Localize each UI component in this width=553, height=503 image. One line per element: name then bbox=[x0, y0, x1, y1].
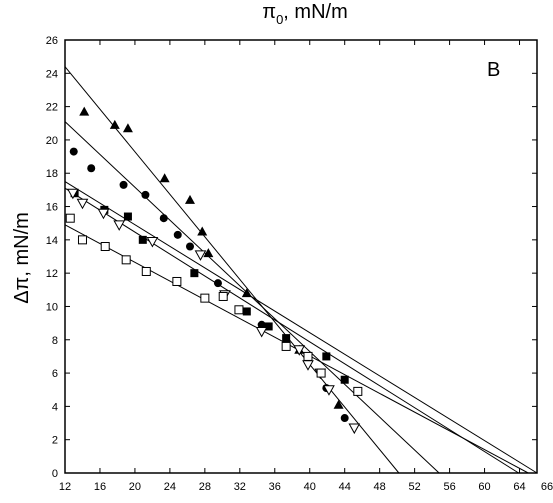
data-point bbox=[353, 386, 363, 396]
chart-title-sub: 0 bbox=[276, 12, 283, 27]
data-point bbox=[109, 119, 120, 129]
panel-label: B bbox=[487, 59, 500, 81]
x-tick-label: 24 bbox=[164, 481, 176, 493]
fit-line bbox=[64, 66, 400, 474]
data-point bbox=[302, 360, 314, 371]
x-tick-label: 16 bbox=[94, 481, 106, 493]
data-point bbox=[146, 237, 159, 248]
data-point bbox=[97, 208, 110, 220]
data-point bbox=[119, 180, 128, 189]
data-point bbox=[316, 368, 326, 378]
y-tick-label: 24 bbox=[46, 68, 58, 80]
data-point bbox=[281, 341, 291, 351]
y-tick-label: 14 bbox=[46, 235, 58, 247]
data-point bbox=[87, 164, 96, 173]
data-points bbox=[65, 106, 363, 435]
y-axis-label: Δπ, mN/m bbox=[11, 212, 33, 304]
data-point bbox=[241, 288, 252, 298]
data-point bbox=[184, 194, 195, 204]
y-tick-label: 12 bbox=[46, 268, 58, 280]
data-point bbox=[123, 212, 132, 221]
data-point bbox=[159, 214, 168, 223]
tick-labels: 12 16 20 24 28 32 36 40 44 48 52 56 60 64 660246810121… bbox=[46, 35, 553, 493]
data-point bbox=[159, 173, 170, 183]
data-point bbox=[172, 276, 182, 286]
data-point bbox=[113, 220, 126, 231]
x-tick-label: 66 bbox=[541, 481, 553, 493]
data-point bbox=[242, 307, 251, 316]
y-tick-label: 0 bbox=[52, 468, 58, 480]
x-tick-label: 64 bbox=[513, 481, 525, 493]
data-point bbox=[77, 235, 87, 245]
y-tick-label: 22 bbox=[46, 102, 58, 114]
data-point bbox=[348, 423, 361, 435]
data-point bbox=[65, 213, 75, 223]
x-tick-label: 56 bbox=[443, 481, 455, 493]
data-point bbox=[323, 385, 335, 396]
data-point bbox=[100, 242, 110, 252]
y-tick-label: 20 bbox=[46, 135, 58, 147]
data-point bbox=[213, 279, 222, 288]
x-tick-label: 20 bbox=[129, 481, 141, 493]
data-point bbox=[76, 198, 89, 210]
data-point bbox=[79, 106, 90, 116]
x-tick-label: 36 bbox=[269, 481, 281, 493]
data-point bbox=[141, 190, 150, 199]
data-point bbox=[282, 334, 291, 343]
x-tick-label: 48 bbox=[374, 481, 386, 493]
x-tick-label: 28 bbox=[199, 481, 211, 493]
chart-title: π0, mN/m bbox=[262, 1, 347, 27]
data-point bbox=[322, 352, 331, 361]
x-tick-label: 52 bbox=[409, 481, 421, 493]
data-point bbox=[121, 255, 131, 265]
y-tick-label: 26 bbox=[46, 35, 58, 47]
data-point bbox=[203, 248, 214, 258]
plot-frame bbox=[64, 39, 538, 474]
y-tick-label: 4 bbox=[52, 401, 58, 413]
y-tick-label: 2 bbox=[52, 435, 58, 447]
data-point bbox=[197, 226, 208, 236]
data-point bbox=[257, 320, 266, 329]
x-tick-label: 60 bbox=[478, 481, 490, 493]
data-point bbox=[190, 269, 199, 278]
data-point bbox=[194, 250, 207, 261]
data-point bbox=[303, 351, 313, 361]
data-point bbox=[218, 291, 228, 301]
data-point bbox=[234, 305, 244, 315]
data-point bbox=[255, 326, 268, 338]
fit-line bbox=[64, 181, 538, 474]
y-tick-label: 18 bbox=[46, 168, 58, 180]
y-tick-label: 6 bbox=[52, 368, 58, 380]
data-point bbox=[122, 123, 133, 133]
data-point bbox=[293, 345, 306, 356]
y-tick-label: 16 bbox=[46, 202, 58, 214]
data-point bbox=[67, 188, 79, 200]
y-tick-label: 10 bbox=[46, 301, 58, 313]
data-point bbox=[185, 242, 194, 251]
data-point bbox=[333, 399, 344, 409]
data-point bbox=[340, 414, 349, 423]
data-point bbox=[200, 293, 210, 303]
data-point bbox=[340, 375, 349, 384]
data-point bbox=[173, 230, 182, 239]
x-tick-label: 32 bbox=[234, 481, 246, 493]
y-tick-label: 8 bbox=[52, 335, 58, 347]
x-tick-label: 12 bbox=[59, 481, 71, 493]
data-point bbox=[264, 322, 273, 331]
chart-title-main: π bbox=[262, 1, 276, 23]
fit-lines bbox=[64, 66, 538, 474]
data-point bbox=[69, 147, 78, 156]
fit-line bbox=[64, 187, 519, 474]
x-tick-label: 40 bbox=[304, 481, 316, 493]
data-point bbox=[138, 235, 147, 244]
x-tick-label: 44 bbox=[339, 481, 351, 493]
chart-title-unit: , mN/m bbox=[283, 1, 347, 23]
axis-ticks bbox=[64, 39, 537, 474]
data-point bbox=[141, 266, 151, 276]
